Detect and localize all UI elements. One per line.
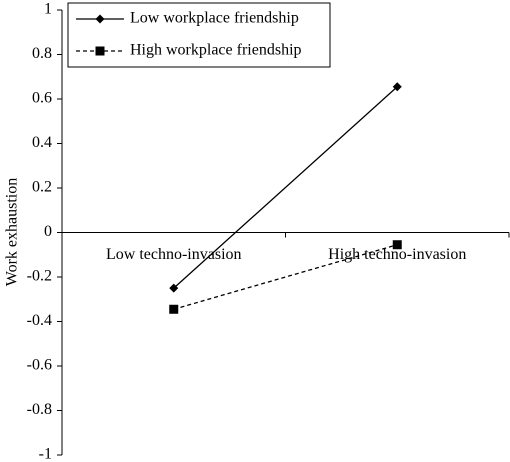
y-tick-label: 0.4: [32, 134, 52, 151]
series-line: [173, 244, 398, 310]
y-tick-label: -0.2: [27, 268, 52, 285]
data-point: [392, 82, 402, 92]
data-point: [169, 283, 179, 293]
legend-marker: [95, 46, 105, 56]
x-tick-label: High techno-invasion: [328, 246, 466, 263]
y-axis-label: Work exhaustion: [4, 178, 21, 286]
data-point: [392, 240, 402, 250]
y-tick-label: 0.8: [32, 45, 52, 62]
legend-marker: [95, 14, 105, 24]
data-point: [169, 304, 179, 314]
y-tick-label: -0.6: [27, 357, 52, 374]
y-tick-label: -0.8: [27, 401, 52, 418]
legend-label: High workplace friendship: [130, 42, 302, 59]
legend-box: [67, 2, 331, 68]
legend-label: Low workplace friendship: [130, 10, 299, 27]
y-tick-label: 0.6: [32, 90, 52, 107]
x-tick-label: Low techno-invasion: [106, 246, 242, 263]
series-line: [173, 86, 398, 289]
y-tick-label: -0.4: [27, 312, 52, 329]
y-tick-label: 1: [44, 1, 52, 18]
y-tick-label: 0.2: [32, 179, 52, 196]
y-tick-label: -1: [39, 446, 52, 462]
y-tick-label: 0: [44, 223, 52, 240]
